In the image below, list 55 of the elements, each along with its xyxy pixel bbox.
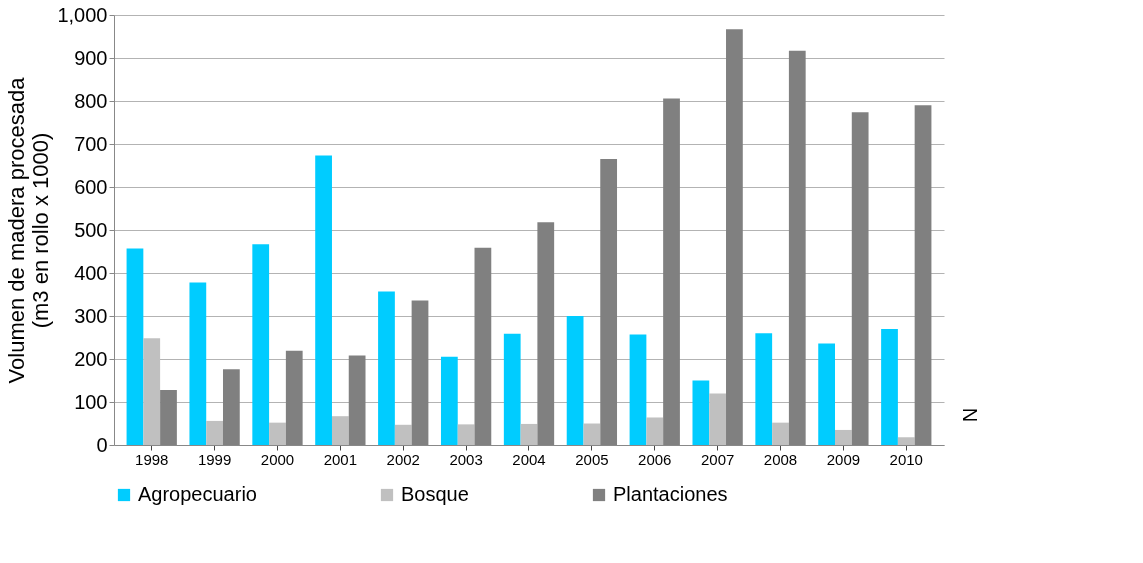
bar (835, 429, 852, 445)
y-tick-label: 900 (74, 46, 108, 69)
legend-label: Plantaciones (613, 483, 728, 505)
x-tick-label: 2001 (323, 450, 358, 468)
y-tick-label: 400 (74, 261, 108, 284)
bar (206, 420, 223, 445)
bar (755, 333, 773, 445)
y-axis-title: Volumen de madera procesada (m3 en rollo x 1000) (4, 76, 54, 384)
bar (709, 393, 727, 445)
x-tick-label: 2008 (763, 450, 798, 468)
y-tick-label: 600 (74, 175, 108, 198)
bar (566, 316, 584, 445)
bar (252, 244, 270, 445)
bar (126, 248, 144, 445)
bar (457, 424, 475, 445)
legend-label: Agropecuario (138, 483, 257, 505)
x-tick-label: 1998 (135, 450, 169, 468)
x-tick-label: 2005 (575, 450, 609, 468)
x-tick-label: 2004 (512, 450, 546, 468)
y-tick-label: 500 (74, 218, 108, 241)
x-tick-label: 2009 (826, 450, 861, 468)
bar (440, 356, 458, 445)
y-tick-label: 700 (74, 132, 108, 155)
bar (583, 423, 601, 445)
bar (269, 422, 286, 445)
bar (143, 338, 161, 445)
bar (629, 334, 647, 445)
x-tick-label: 2007 (700, 450, 735, 468)
bar (503, 333, 521, 445)
bar (818, 343, 836, 445)
bar (897, 437, 915, 445)
x-tick-label: 2003 (449, 450, 483, 468)
y-tick-label: 800 (74, 89, 108, 112)
legend-label: Bosque (401, 483, 469, 505)
bar (772, 422, 789, 445)
x-tick-label: 2010 (889, 450, 923, 468)
x-tick-label: 2002 (386, 450, 420, 468)
bar (646, 417, 664, 445)
bar (189, 282, 207, 445)
bar (378, 291, 395, 445)
bar (331, 416, 349, 445)
y-tick-label: 200 (74, 347, 108, 370)
y-tick-label: 1,000 (57, 3, 108, 26)
x-tick-label: 2006 (638, 450, 672, 468)
y-tick-label: 100 (74, 390, 108, 413)
bar (692, 380, 710, 445)
bar (394, 424, 412, 445)
x-tick-label: 2000 (260, 450, 295, 468)
text: N (959, 407, 981, 423)
x-tick-label: 1999 (197, 450, 232, 468)
bar (881, 328, 898, 445)
bar (520, 423, 538, 445)
bar (315, 155, 332, 445)
y-tick-label: 0 (96, 433, 108, 456)
y-tick-label: 300 (74, 304, 108, 327)
